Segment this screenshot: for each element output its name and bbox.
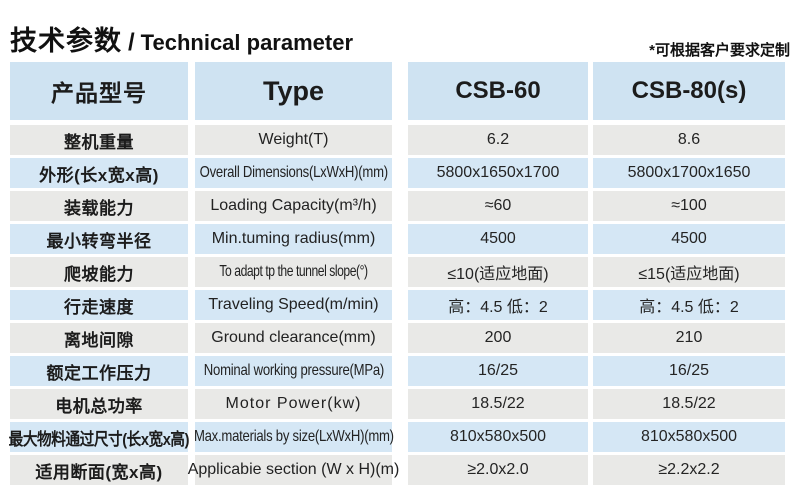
- value-csb80: 4500: [593, 224, 785, 254]
- row-label-en: Traveling Speed(m/min): [195, 290, 392, 320]
- row-label-zh: 整机重量: [10, 125, 188, 155]
- table-row-dimensions: 外形(长x宽x高) Overall Dimensions(LxWxH)(mm) …: [10, 158, 785, 188]
- row-label-zh: 最大物料通过尺寸(长x宽x高): [9, 422, 190, 452]
- value-csb60: 5800x1650x1700: [408, 158, 588, 188]
- row-label-en: Nominal working pressure(MPa): [195, 356, 392, 386]
- value-csb80: 16/25: [593, 356, 785, 386]
- row-label-en: Overall Dimensions(LxWxH)(mm): [195, 158, 392, 188]
- row-label-zh: 最小转弯半径: [10, 224, 188, 254]
- row-label-en: Ground clearance(mm): [195, 323, 392, 353]
- row-label-zh: 电机总功率: [10, 389, 188, 419]
- table-row-applicable-section: 适用断面(宽x高) Applicabie section (W x H)(m) …: [10, 455, 785, 485]
- value-csb80: ≤15(适应地面): [593, 257, 785, 287]
- value-csb60: 6.2: [408, 125, 588, 155]
- value-csb60: 200: [408, 323, 588, 353]
- value-csb80: 210: [593, 323, 785, 353]
- value-csb60: ≤10(适应地面): [408, 257, 588, 287]
- row-label-zh: 外形(长x宽x高): [10, 158, 188, 188]
- header-csb80s: CSB-80(s): [593, 62, 785, 120]
- row-label-zh: 额定工作压力: [10, 356, 188, 386]
- row-label-en: Min.tuming radius(mm): [195, 224, 392, 254]
- value-csb60: 高：4.5 低：2: [408, 290, 588, 320]
- row-label-en: Motor Power(kw): [195, 389, 392, 419]
- row-label-en: Max.materials by size(LxWxH)(mm): [194, 422, 394, 452]
- row-label-zh: 爬坡能力: [10, 257, 188, 287]
- value-csb60: 4500: [408, 224, 588, 254]
- row-label-en: Applicabie section (W x H)(m): [188, 455, 399, 485]
- value-csb80: ≥2.2x2.2: [593, 455, 785, 485]
- table-header-row: 产品型号 Type CSB-60 CSB-80(s): [10, 62, 785, 120]
- table-row-slope: 爬坡能力 To adapt tp the tunnel slope(°) ≤10…: [10, 257, 785, 287]
- value-csb80: ≈100: [593, 191, 785, 221]
- page-title: 技术参数 / Technical parameter: [10, 19, 353, 58]
- value-csb60: ≈60: [408, 191, 588, 221]
- row-label-en: Loading Capacity(m³/h): [195, 191, 392, 221]
- value-csb80: 8.6: [593, 125, 785, 155]
- value-csb60: 18.5/22: [408, 389, 588, 419]
- header-type: Type: [195, 62, 392, 120]
- header-csb60: CSB-60: [408, 62, 588, 120]
- header-product-model: 产品型号: [10, 62, 188, 120]
- row-label-zh: 离地间隙: [10, 323, 188, 353]
- table-row-turning-radius: 最小转弯半径 Min.tuming radius(mm) 4500 4500: [10, 224, 785, 254]
- row-label-zh: 装载能力: [10, 191, 188, 221]
- row-label-en: Weight(T): [195, 125, 392, 155]
- row-label-zh: 适用断面(宽x高): [10, 455, 188, 485]
- value-csb80: 高：4.5 低：2: [593, 290, 785, 320]
- table-row-max-material-size: 最大物料通过尺寸(长x宽x高) Max.materials by size(Lx…: [9, 422, 785, 452]
- table-row-loading-capacity: 装载能力 Loading Capacity(m³/h) ≈60 ≈100: [10, 191, 785, 221]
- title-separator: /: [128, 29, 135, 56]
- table-row-traveling-speed: 行走速度 Traveling Speed(m/min) 高：4.5 低：2 高：…: [10, 290, 785, 320]
- title-bar: 技术参数 / Technical parameter *可根据客户要求定制: [10, 16, 790, 60]
- table-row-weight: 整机重量 Weight(T) 6.2 8.6: [10, 125, 785, 155]
- table-row-motor-power: 电机总功率 Motor Power(kw) 18.5/22 18.5/22: [10, 389, 785, 419]
- value-csb80: 18.5/22: [593, 389, 785, 419]
- technical-parameter-table: 产品型号 Type CSB-60 CSB-80(s) 整机重量 Weight(T…: [9, 62, 785, 488]
- value-csb60: 16/25: [408, 356, 588, 386]
- table-row-working-pressure: 额定工作压力 Nominal working pressure(MPa) 16/…: [10, 356, 785, 386]
- page-title-en: Technical parameter: [140, 30, 354, 55]
- customization-note: *可根据客户要求定制: [649, 42, 790, 59]
- row-label-zh: 行走速度: [10, 290, 188, 320]
- value-csb60: ≥2.0x2.0: [408, 455, 588, 485]
- row-label-en: To adapt tp the tunnel slope(°): [195, 257, 392, 287]
- value-csb60: 810x580x500: [408, 422, 588, 452]
- page-title-zh: 技术参数: [10, 26, 122, 56]
- value-csb80: 5800x1700x1650: [593, 158, 785, 188]
- table-row-ground-clearance: 离地间隙 Ground clearance(mm) 200 210: [10, 323, 785, 353]
- value-csb80: 810x580x500: [593, 422, 785, 452]
